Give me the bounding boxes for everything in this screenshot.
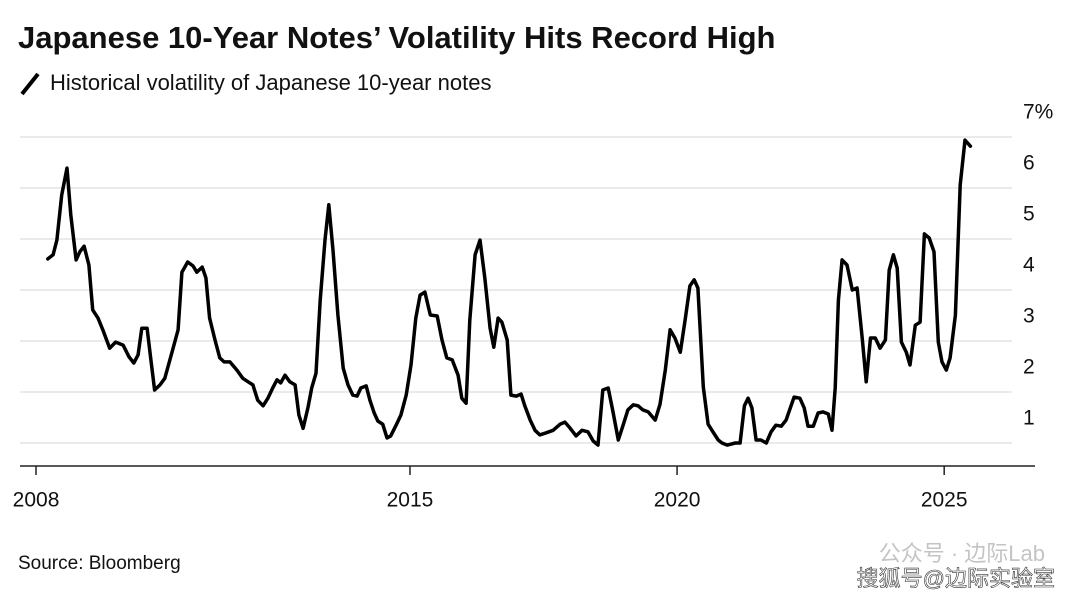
chart-title: Japanese 10-Year Notes’ Volatility Hits … — [18, 20, 775, 55]
y-tick-label: 1 — [1023, 407, 1035, 430]
y-tick-label: 5 — [1023, 203, 1035, 226]
source: Source: Bloomberg — [18, 553, 181, 574]
line — [46, 138, 973, 447]
x-tick-label: 2020 — [654, 489, 701, 512]
x-tick-label: 2008 — [13, 489, 60, 512]
y-tick-label: 3 — [1023, 305, 1035, 328]
x-tick-label: 2015 — [387, 489, 434, 512]
y-tick-label: 6 — [1023, 152, 1035, 175]
y-tick-label: 4 — [1023, 254, 1035, 277]
y-tick-label: 7% — [1023, 101, 1053, 124]
chart-subtitle: Historical volatility of Japanese 10-yea… — [50, 70, 491, 95]
watermark: 搜狐号@边际实验室 — [857, 566, 1055, 591]
x-tick-label: 2025 — [921, 489, 968, 512]
watermark: 公众号 · 边际Lab — [879, 541, 1045, 566]
legend-icon — [20, 72, 40, 96]
y-tick-label: 2 — [1023, 356, 1035, 379]
